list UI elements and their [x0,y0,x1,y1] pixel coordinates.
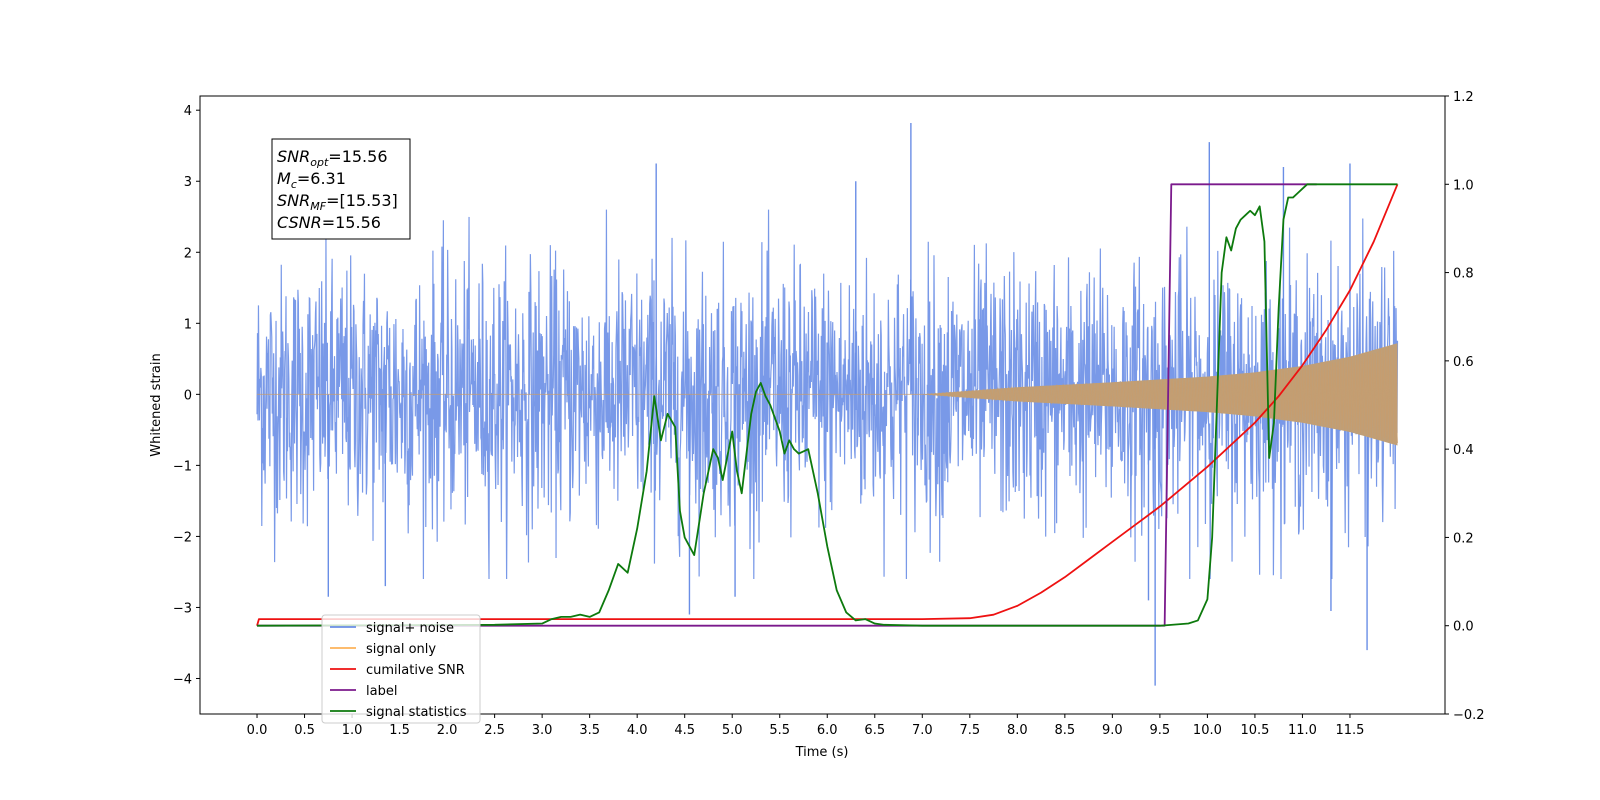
series-line-cumilative-snr [256,183,1399,626]
annotation-symbol: SNR [277,147,310,166]
legend-label: cumilative SNR [366,663,465,678]
annotation-subscript: c [291,178,297,191]
x-tick-label: 11.0 [1288,723,1317,738]
y2-tick-label: 1.0 [1453,178,1474,193]
y-tick-label: 0 [184,388,192,403]
x-tick-label: 5.5 [769,723,790,738]
x-tick-label: 1.0 [342,723,363,738]
annotation-symbol: CSNR [277,213,322,232]
y2-tick-label: 0.6 [1453,355,1474,370]
x-tick-label: 8.5 [1055,723,1076,738]
y2-tick-label: 1.2 [1453,90,1474,105]
y-axis-label: Whitened strain [149,353,164,456]
x-axis: 0.0 0.5 1.0 1.5 2.0 2.5 3.0 3.5 4.0 4.5 5.0 5.5 6.0 6… [247,714,1364,738]
annotation-subscript: MF [310,200,326,213]
plot-area [256,122,1399,686]
x-tick-label: 10.0 [1193,723,1222,738]
annotation-symbol: SNR [277,191,310,210]
y-tick-label: −2 [173,530,192,545]
stats-annotation-box: SNRopt=15.56Mc=6.31SNRMF=[15.53]CSNR=15.… [271,138,411,240]
series-line-label [257,183,1317,627]
x-tick-label: 3.0 [532,723,553,738]
y-axis-right: 1.2 1.0 0.8 0.6 0.4 0.2 0.0 −0.2 [1445,90,1485,723]
x-tick-label: 4.5 [674,723,695,738]
x-tick-label: 2.0 [437,723,458,738]
x-tick-label: 7.0 [912,723,933,738]
y2-tick-label: 0.0 [1453,620,1474,635]
annotation-line: CSNR=15.56 [277,213,381,232]
annotation-line: SNRopt=15.56 [277,147,388,169]
legend-label: signal+ noise [366,621,454,636]
annotation-line: Mc=6.31 [277,169,346,191]
x-tick-label: 0.5 [294,723,315,738]
x-tick-label: 8.0 [1007,723,1028,738]
x-axis-label: Time (s) [795,745,849,760]
series-line-signal-only [257,345,1398,445]
series-layer [256,122,1399,686]
annotation-value: =15.56 [322,213,381,232]
y-tick-label: 1 [184,317,192,332]
y2-tick-label: −0.2 [1453,708,1485,723]
x-tick-label: 11.5 [1335,723,1364,738]
annotation-value: =6.31 [297,169,346,188]
annotation-value: =15.56 [328,147,387,166]
legend-frame [321,614,481,724]
x-tick-label: 3.5 [579,723,600,738]
legend: signal+ noise signal only cumilative SNR la… [321,614,481,724]
y2-tick-label: 0.4 [1453,443,1474,458]
x-tick-label: 2.5 [484,723,505,738]
y-tick-label: −4 [173,672,192,687]
annotation-value: =[15.53] [326,191,398,210]
annotation-line: SNRMF=[15.53] [277,191,398,213]
x-tick-label: 6.5 [864,723,885,738]
y-tick-label: 2 [184,246,192,261]
legend-label: signal statistics [366,705,467,720]
y-tick-label: 4 [184,104,192,119]
x-tick-label: 4.0 [627,723,648,738]
y-tick-label: −1 [173,459,192,474]
y-tick-label: −3 [173,601,192,616]
x-tick-label: 1.5 [389,723,410,738]
y-axis-left: 4 3 2 1 0 −1 −2 −3 −4 [173,104,200,687]
y2-tick-label: 0.2 [1453,531,1474,546]
axes-frame [199,95,1446,715]
legend-label: label [366,684,397,699]
x-tick-label: 6.0 [817,723,838,738]
series-line-signal-statistics [257,183,1398,627]
x-tick-label: 9.0 [1102,723,1123,738]
x-tick-label: 0.0 [247,723,268,738]
x-tick-label: 7.5 [959,723,980,738]
annotation-frame [271,138,411,240]
annotation-symbol: M [277,169,291,188]
y-tick-label: 3 [184,175,192,190]
legend-label: signal only [366,642,436,657]
x-tick-label: 5.0 [722,723,743,738]
x-tick-label: 10.5 [1240,723,1269,738]
annotation-subscript: opt [310,156,329,169]
x-tick-label: 9.5 [1150,723,1171,738]
y2-tick-label: 0.8 [1453,267,1474,282]
series-line-signal-noise [256,209,1399,580]
